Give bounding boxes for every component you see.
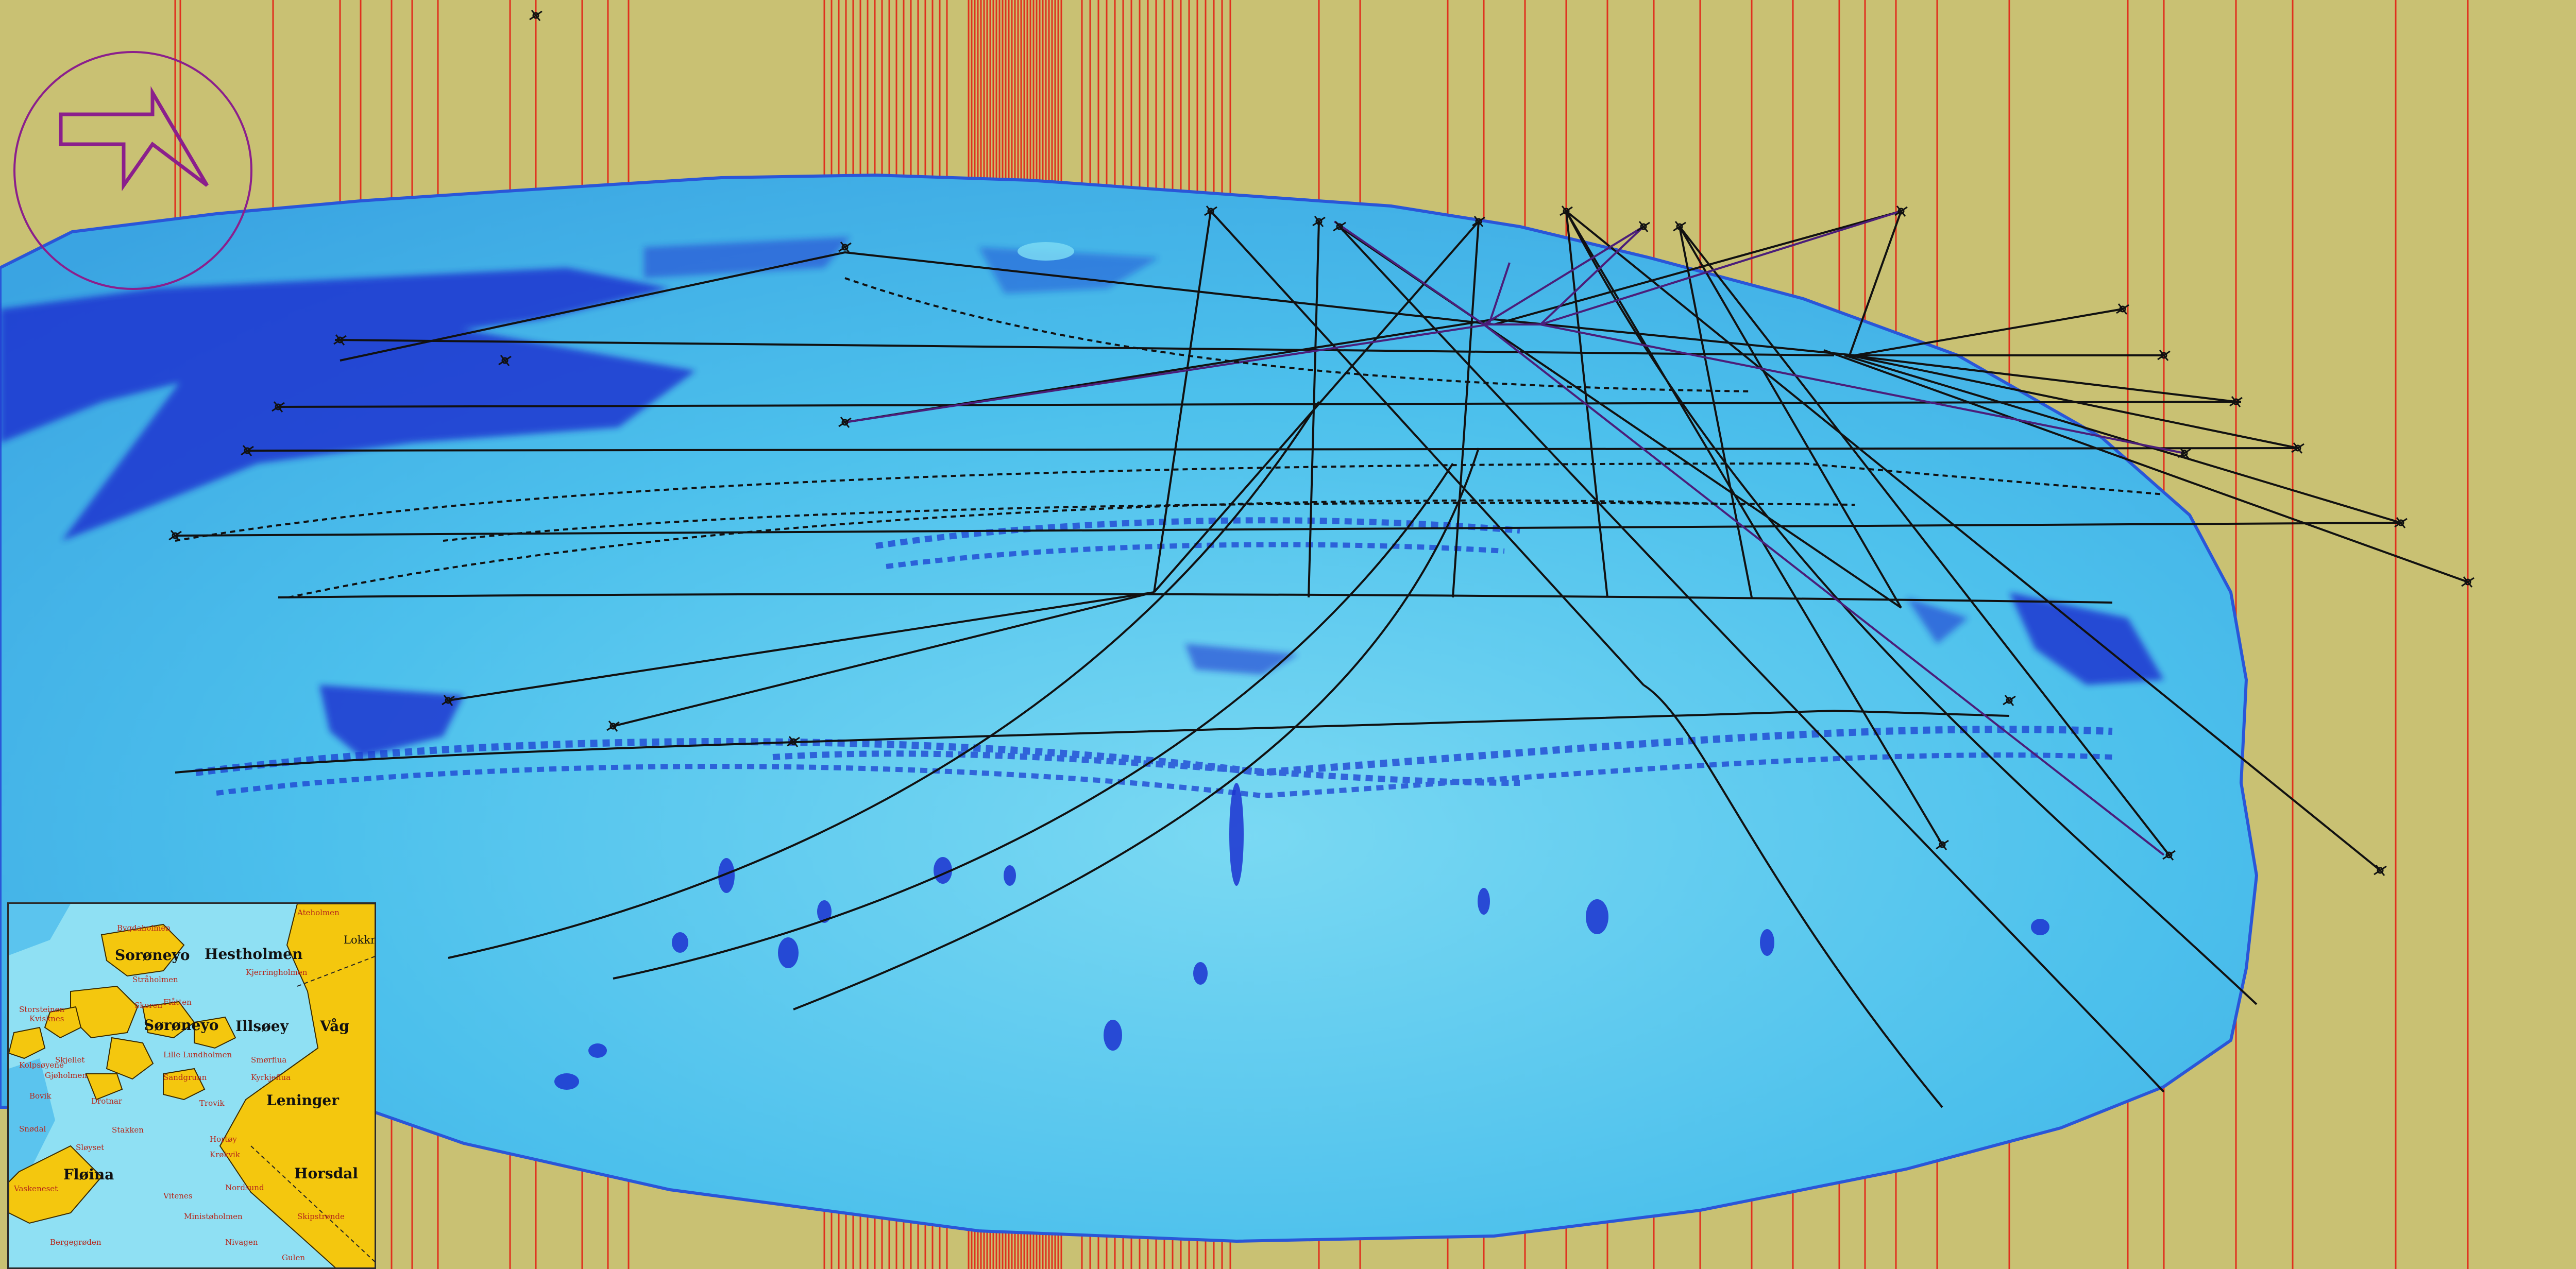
map-label-vag: Våg [320, 1018, 349, 1035]
station-marker-icon[interactable] [2162, 849, 2176, 861]
map-label-s24: Skipstrønde [297, 1212, 345, 1221]
map-label-lokkn: Lokkn [344, 934, 376, 946]
map-label-soraneyo: Sorøneyo [115, 947, 190, 964]
station-marker-icon[interactable] [272, 401, 285, 413]
map-label-s19: Vaskeneset [14, 1184, 58, 1193]
station-marker-icon[interactable] [1472, 216, 1485, 227]
station-markers[interactable] [168, 10, 2475, 876]
map-label-s2: Ateholmen [297, 908, 340, 917]
map-label-s17: Bovik [29, 1091, 52, 1101]
map-label-s7: Flåtten [163, 998, 192, 1007]
map-label-s30: Vitenes [163, 1191, 193, 1201]
survey-lines[interactable] [175, 210, 2468, 1108]
station-marker-icon[interactable] [1894, 205, 1908, 217]
station-marker-icon[interactable] [1560, 205, 1573, 217]
station-marker-icon[interactable] [2291, 442, 2304, 454]
map-label-s29: Trovik [199, 1099, 225, 1108]
map-label-floina: Fløina [63, 1166, 114, 1183]
station-marker-icon[interactable] [1637, 221, 1650, 232]
station-marker-icon[interactable] [606, 721, 620, 732]
station-marker-icon[interactable] [333, 334, 347, 346]
north-arrow-icon[interactable] [9, 49, 257, 297]
map-label-leninger: Leninger [266, 1092, 339, 1109]
map-label-s18: Drotnar [91, 1096, 123, 1106]
station-marker-icon[interactable] [442, 695, 455, 706]
station-marker-icon[interactable] [498, 355, 512, 366]
station-marker-icon[interactable] [1312, 216, 1326, 227]
map-label-s16: Stakken [112, 1125, 144, 1135]
station-marker-icon[interactable] [2003, 695, 2016, 706]
station-marker-icon[interactable] [168, 530, 182, 541]
map-label-s5: Skoren [134, 1001, 163, 1010]
station-marker-icon[interactable] [787, 736, 800, 747]
station-marker-icon[interactable] [241, 445, 254, 456]
map-label-sorneyo: Sørøneyo [144, 1017, 219, 1034]
station-marker-icon[interactable] [1936, 839, 1949, 850]
map-label-s25: Nivagen [225, 1238, 258, 1247]
map-label-s14: Sandgrunn [163, 1073, 207, 1082]
station-marker-icon[interactable] [838, 417, 852, 428]
map-label-illsoey: Illsøey [235, 1018, 289, 1035]
map-label-s11: Gjøholmen [45, 1071, 87, 1080]
station-marker-icon[interactable] [1333, 221, 1346, 232]
station-marker-icon[interactable] [2461, 576, 2475, 588]
map-label-s13: Kolpsøyene [19, 1060, 64, 1070]
map-label-s12: Skjellet [55, 1055, 85, 1065]
station-marker-icon[interactable] [529, 10, 543, 21]
map-label-s4: Kjerringholmen [246, 968, 308, 977]
station-marker-icon[interactable] [2374, 865, 2387, 876]
seabed-surface[interactable] [0, 173, 2259, 1243]
map-label-s21: Krøkvik [210, 1150, 240, 1159]
station-marker-icon[interactable] [2178, 448, 2191, 459]
map-label-s23: Ministøholmen [184, 1212, 243, 1221]
map-label-s3: Stråholmen [132, 975, 178, 984]
map-label-s26: Gulen [282, 1253, 305, 1262]
station-marker-icon[interactable] [1204, 205, 1217, 217]
minimap-chart [9, 904, 375, 1267]
station-marker-icon[interactable] [2157, 350, 2171, 361]
map-label-s20: Hortøy [210, 1135, 237, 1144]
location-minimap[interactable]: Hestholmen Sorøneyo Sørøneyo Illsøey Våg… [7, 902, 376, 1269]
station-marker-icon[interactable] [2394, 517, 2408, 528]
map-label-s27: Bergegrøden [50, 1238, 101, 1247]
map-label-s28: Sløyset [76, 1143, 105, 1152]
station-marker-icon[interactable] [838, 242, 852, 253]
station-marker-icon[interactable] [2116, 303, 2129, 315]
map-label-s9: Lille Lundholmen [163, 1050, 232, 1059]
map-label-s8: Kvisknes [29, 1014, 64, 1023]
map-label-s6: Storsteinen [19, 1005, 65, 1014]
map-label-s10: Smørflua [251, 1055, 287, 1065]
station-marker-icon[interactable] [1673, 221, 1686, 232]
station-marker-icon[interactable] [2229, 396, 2243, 407]
map-label-s22: Nordsund [225, 1183, 264, 1192]
map-label-hestholmen: Hestholmen [205, 946, 303, 963]
map-label-s1: Bygdaholmen [117, 923, 171, 933]
map-label-s31: Snødal [19, 1124, 46, 1134]
map-label-s15: Kyrkjeflua [251, 1073, 291, 1082]
map-label-horsdal: Horsdal [294, 1165, 359, 1182]
